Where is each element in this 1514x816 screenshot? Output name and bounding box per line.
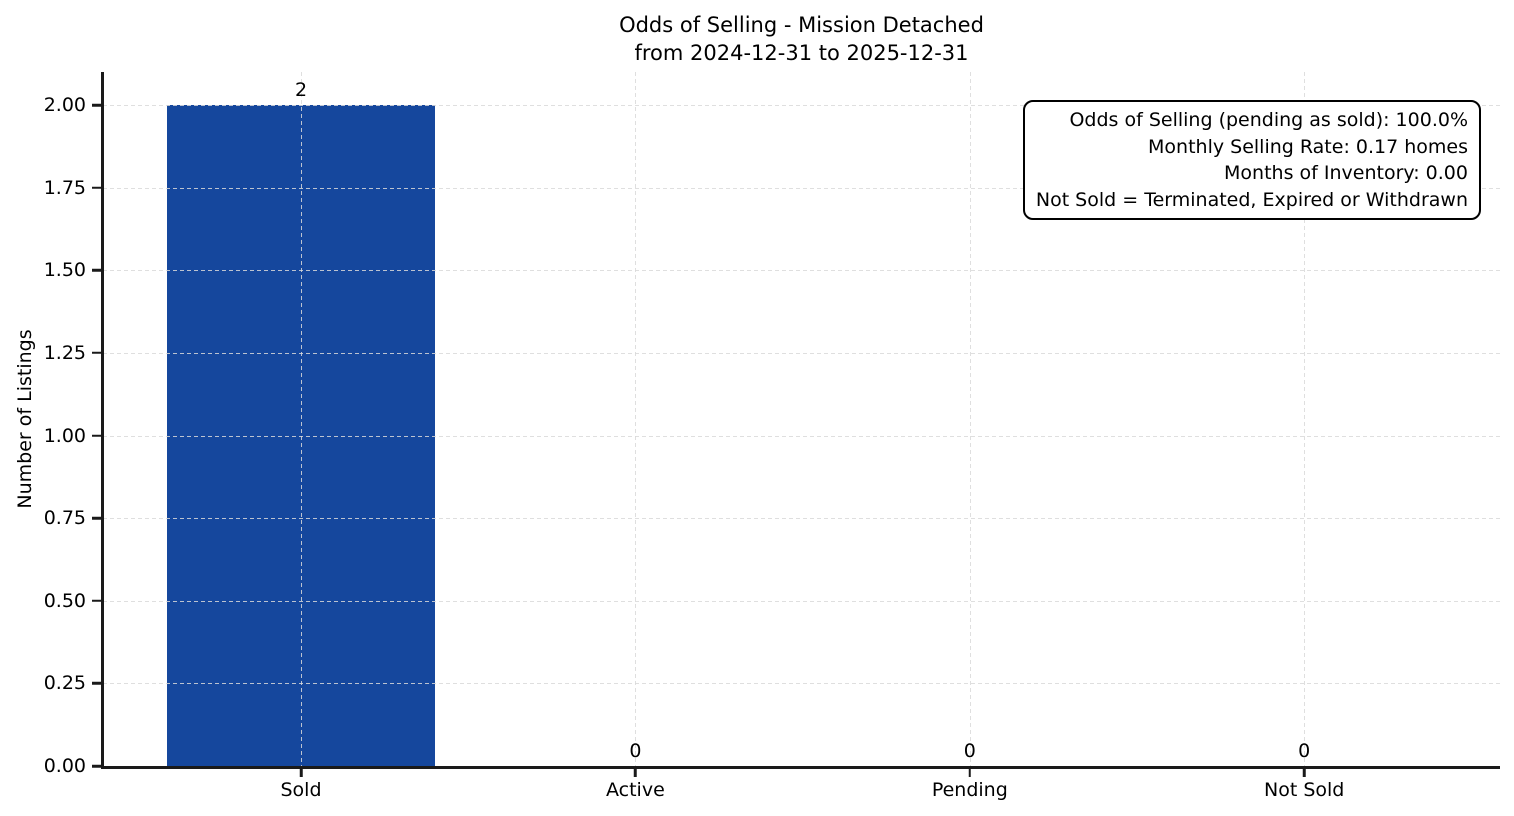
annotation-line: Monthly Selling Rate: 0.17 homes — [1148, 135, 1468, 158]
y-tick-label: 1.50 — [43, 259, 86, 282]
gridline-h — [103, 352, 1500, 354]
y-tick-label: 0.50 — [43, 589, 86, 612]
annotation-line: Not Sold = Terminated, Expired or Withdr… — [1035, 188, 1468, 211]
y-tick-mark — [92, 186, 101, 189]
x-tick-label: Active — [606, 779, 665, 801]
chart-title-line2: from 2024-12-31 to 2025-12-31 — [634, 41, 969, 65]
gridline-h — [103, 105, 1500, 107]
gridline-h — [103, 435, 1500, 437]
x-axis-spine — [101, 766, 1500, 769]
gridline-v — [635, 72, 637, 766]
x-tick-mark — [634, 768, 637, 777]
annotation-line: Odds of Selling (pending as sold): 100.0… — [1069, 109, 1468, 131]
chart-title: Odds of Selling - Mission Detached from … — [103, 11, 1500, 67]
gridline-h — [103, 600, 1500, 602]
gridline-h — [103, 518, 1500, 520]
plot-area: 0.00 0.25 0.50 0.75 1.00 1.25 1.50 1.75 2.00 Sold… — [44, 72, 1500, 801]
annotation-box: Odds of Selling (pending as sold): 100.0… — [1022, 100, 1481, 220]
gridline-h — [103, 187, 1500, 189]
bar-value-label: 0 — [1298, 740, 1311, 762]
bar-value-label: 0 — [963, 740, 976, 762]
y-tick-mark — [92, 103, 101, 107]
y-tick-label: 1.00 — [43, 424, 86, 447]
y-tick-mark — [92, 682, 101, 685]
y-tick-label: 2.00 — [43, 94, 86, 117]
y-axis-label: Number of Listings — [14, 329, 36, 509]
bar-value-label: 2 — [294, 79, 308, 102]
y-tick-mark — [92, 351, 101, 355]
y-tick-mark — [92, 599, 101, 602]
y-tick-mark — [92, 516, 101, 520]
y-tick-label: 1.25 — [43, 341, 86, 364]
y-tick-label: 0.00 — [43, 755, 86, 777]
annotation-line: Months of Inventory: 0.00 — [1224, 162, 1468, 184]
x-tick-mark — [1302, 768, 1306, 777]
y-axis-spine — [101, 72, 104, 769]
gridline-v — [301, 72, 302, 766]
x-tick-mark — [968, 768, 972, 777]
y-tick-label: 0.25 — [43, 672, 86, 695]
chart-title-line1: Odds of Selling - Mission Detached — [619, 13, 984, 37]
gridline-v — [1304, 72, 1306, 766]
x-tick-label: Not Sold — [1264, 779, 1345, 801]
y-tick-mark — [92, 764, 101, 768]
gridline-h — [103, 270, 1500, 272]
x-tick-mark — [299, 768, 303, 777]
x-tick-label: Pending — [931, 779, 1008, 801]
gridline-h — [103, 683, 1500, 685]
gridline-v — [969, 72, 971, 766]
y-tick-label: 1.75 — [43, 176, 86, 199]
y-tick-label: 0.75 — [43, 507, 86, 530]
x-tick-label: Sold — [280, 779, 322, 801]
bar-value-label: 0 — [629, 740, 642, 762]
y-tick-mark — [92, 269, 101, 272]
y-tick-mark — [92, 434, 101, 437]
